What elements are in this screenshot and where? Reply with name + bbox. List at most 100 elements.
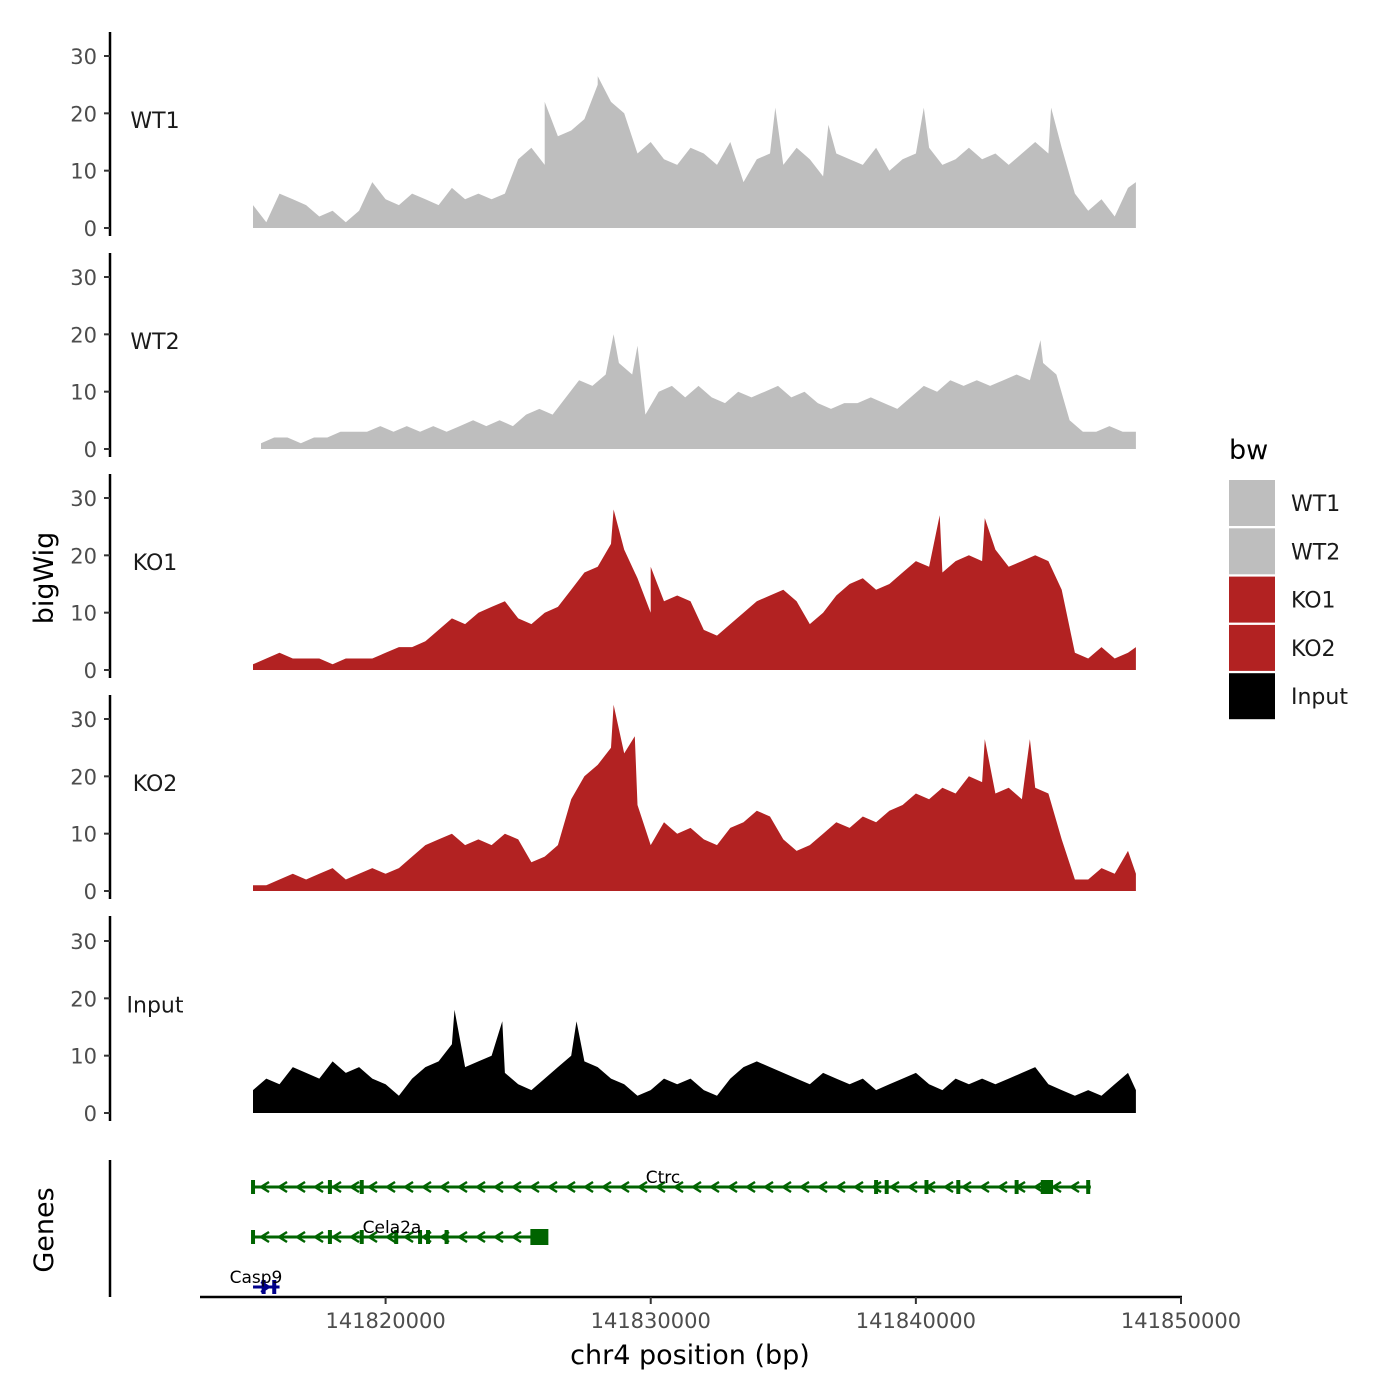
y-tick-label: 30 (70, 487, 97, 511)
exon-mark (359, 1180, 364, 1194)
strand-chevron (600, 1180, 612, 1194)
strand-chevron (690, 1180, 702, 1194)
x-tick-label: 141820000 (325, 1309, 445, 1333)
strand-chevron (654, 1180, 666, 1194)
exon-mark (1049, 1180, 1054, 1194)
legend-item-input: Input (1229, 673, 1348, 720)
strand-chevron (402, 1180, 414, 1194)
strand-chevron (906, 1180, 918, 1194)
strand-chevron (708, 1180, 720, 1194)
exon-mark (251, 1180, 256, 1194)
exon-mark (327, 1230, 332, 1244)
strand-chevron (834, 1180, 846, 1194)
track-label: KO2 (133, 772, 178, 797)
x-axis-title: chr4 position (bp) (570, 1340, 810, 1371)
strand-chevron (438, 1180, 450, 1194)
exon-mark (1086, 1180, 1091, 1194)
strand-chevron (258, 1230, 270, 1244)
y-tick-label: 0 (84, 659, 97, 683)
strand-chevron (384, 1180, 396, 1194)
strand-chevron (816, 1180, 828, 1194)
exon-mark (272, 1280, 277, 1294)
exon-mark (956, 1180, 961, 1194)
strand-chevron (276, 1180, 288, 1194)
strand-chevron (870, 1180, 882, 1194)
strand-chevron (456, 1180, 468, 1194)
strand-chevron (510, 1180, 522, 1194)
x-tick-label: 141830000 (591, 1309, 711, 1333)
strand-chevron (330, 1230, 342, 1244)
strand-chevron (636, 1180, 648, 1194)
strand-chevron (312, 1230, 324, 1244)
exon-mark (884, 1180, 889, 1194)
strand-chevron (996, 1180, 1008, 1194)
y-tick-label: 0 (84, 217, 97, 241)
strand-chevron (888, 1180, 900, 1194)
legend-swatch (1229, 480, 1275, 526)
strand-chevron (528, 1180, 540, 1194)
signal-tracks: 0 10 20 30 WT1 0 10 20 30 WT2 0 10 20 30 KO1 0 10 20 30 KO2… (70, 32, 1136, 1126)
y-tick-label: 10 (70, 823, 97, 847)
x-tick-label: 141840000 (856, 1309, 976, 1333)
legend-swatch (1229, 528, 1275, 575)
strand-chevron (348, 1180, 360, 1194)
gene-label: Cela2a (363, 1218, 422, 1238)
legend-swatch (1229, 673, 1275, 720)
strand-chevron (942, 1180, 954, 1194)
strand-chevron (312, 1180, 324, 1194)
gene-label: Casp9 (230, 1268, 283, 1288)
y-tick-label: 20 (70, 987, 97, 1011)
legend-item-ko2: KO2 (1229, 624, 1336, 671)
strand-chevron (474, 1180, 486, 1194)
y-tick-label: 30 (70, 708, 97, 732)
track-ko1: 0 10 20 30 KO1 (70, 474, 1136, 683)
strand-chevron (798, 1180, 810, 1194)
legend-swatch (1229, 576, 1275, 623)
strand-chevron (672, 1180, 684, 1194)
y-tick-label: 0 (84, 438, 97, 462)
legend-label: KO2 (1291, 637, 1336, 662)
exon-mark (542, 1230, 547, 1244)
track-label: KO1 (133, 551, 178, 576)
legend-label: WT2 (1291, 540, 1340, 565)
strand-chevron (510, 1230, 522, 1244)
strand-chevron (1068, 1180, 1080, 1194)
track-wt1: 0 10 20 30 WT1 (70, 32, 1136, 241)
x-axis: 141820000 141830000 141840000 141850000 (200, 1295, 1241, 1333)
exon-mark (444, 1230, 449, 1244)
strand-chevron (420, 1180, 432, 1194)
exon-mark (1040, 1180, 1051, 1194)
y-tick-label: 30 (70, 930, 97, 954)
strand-chevron (474, 1230, 486, 1244)
legend-item-wt2: WT2 (1229, 528, 1340, 575)
legend-label: KO1 (1291, 589, 1336, 614)
y-tick-label: 20 (70, 544, 97, 568)
strand-chevron (564, 1180, 576, 1194)
gene-cela2a: Cela2a (251, 1218, 549, 1245)
strand-chevron (852, 1180, 864, 1194)
y-tick-label: 0 (84, 880, 97, 904)
signal-area-ko1 (253, 509, 1136, 670)
legend-item-ko1: KO1 (1229, 576, 1336, 623)
y-tick-label: 30 (70, 45, 97, 69)
y-tick-label: 10 (70, 602, 97, 626)
strand-chevron (294, 1180, 306, 1194)
y-tick-label: 30 (70, 266, 97, 290)
exon-mark (874, 1180, 879, 1194)
signal-area-input (253, 1009, 1136, 1113)
exon-mark (261, 1280, 266, 1294)
strand-chevron (492, 1230, 504, 1244)
y-tick-label: 20 (70, 102, 97, 126)
signal-area-wt2 (261, 334, 1136, 449)
gene-ctrc: Ctrc (251, 1168, 1091, 1194)
exon-mark (359, 1230, 364, 1244)
strand-chevron (744, 1180, 756, 1194)
exon-mark (251, 1230, 256, 1244)
y-tick-label: 20 (70, 765, 97, 789)
strand-chevron (618, 1180, 630, 1194)
strand-chevron (384, 1230, 396, 1244)
track-label: WT2 (130, 330, 179, 355)
legend-title: bw (1229, 435, 1268, 466)
y-tick-label: 20 (70, 323, 97, 347)
